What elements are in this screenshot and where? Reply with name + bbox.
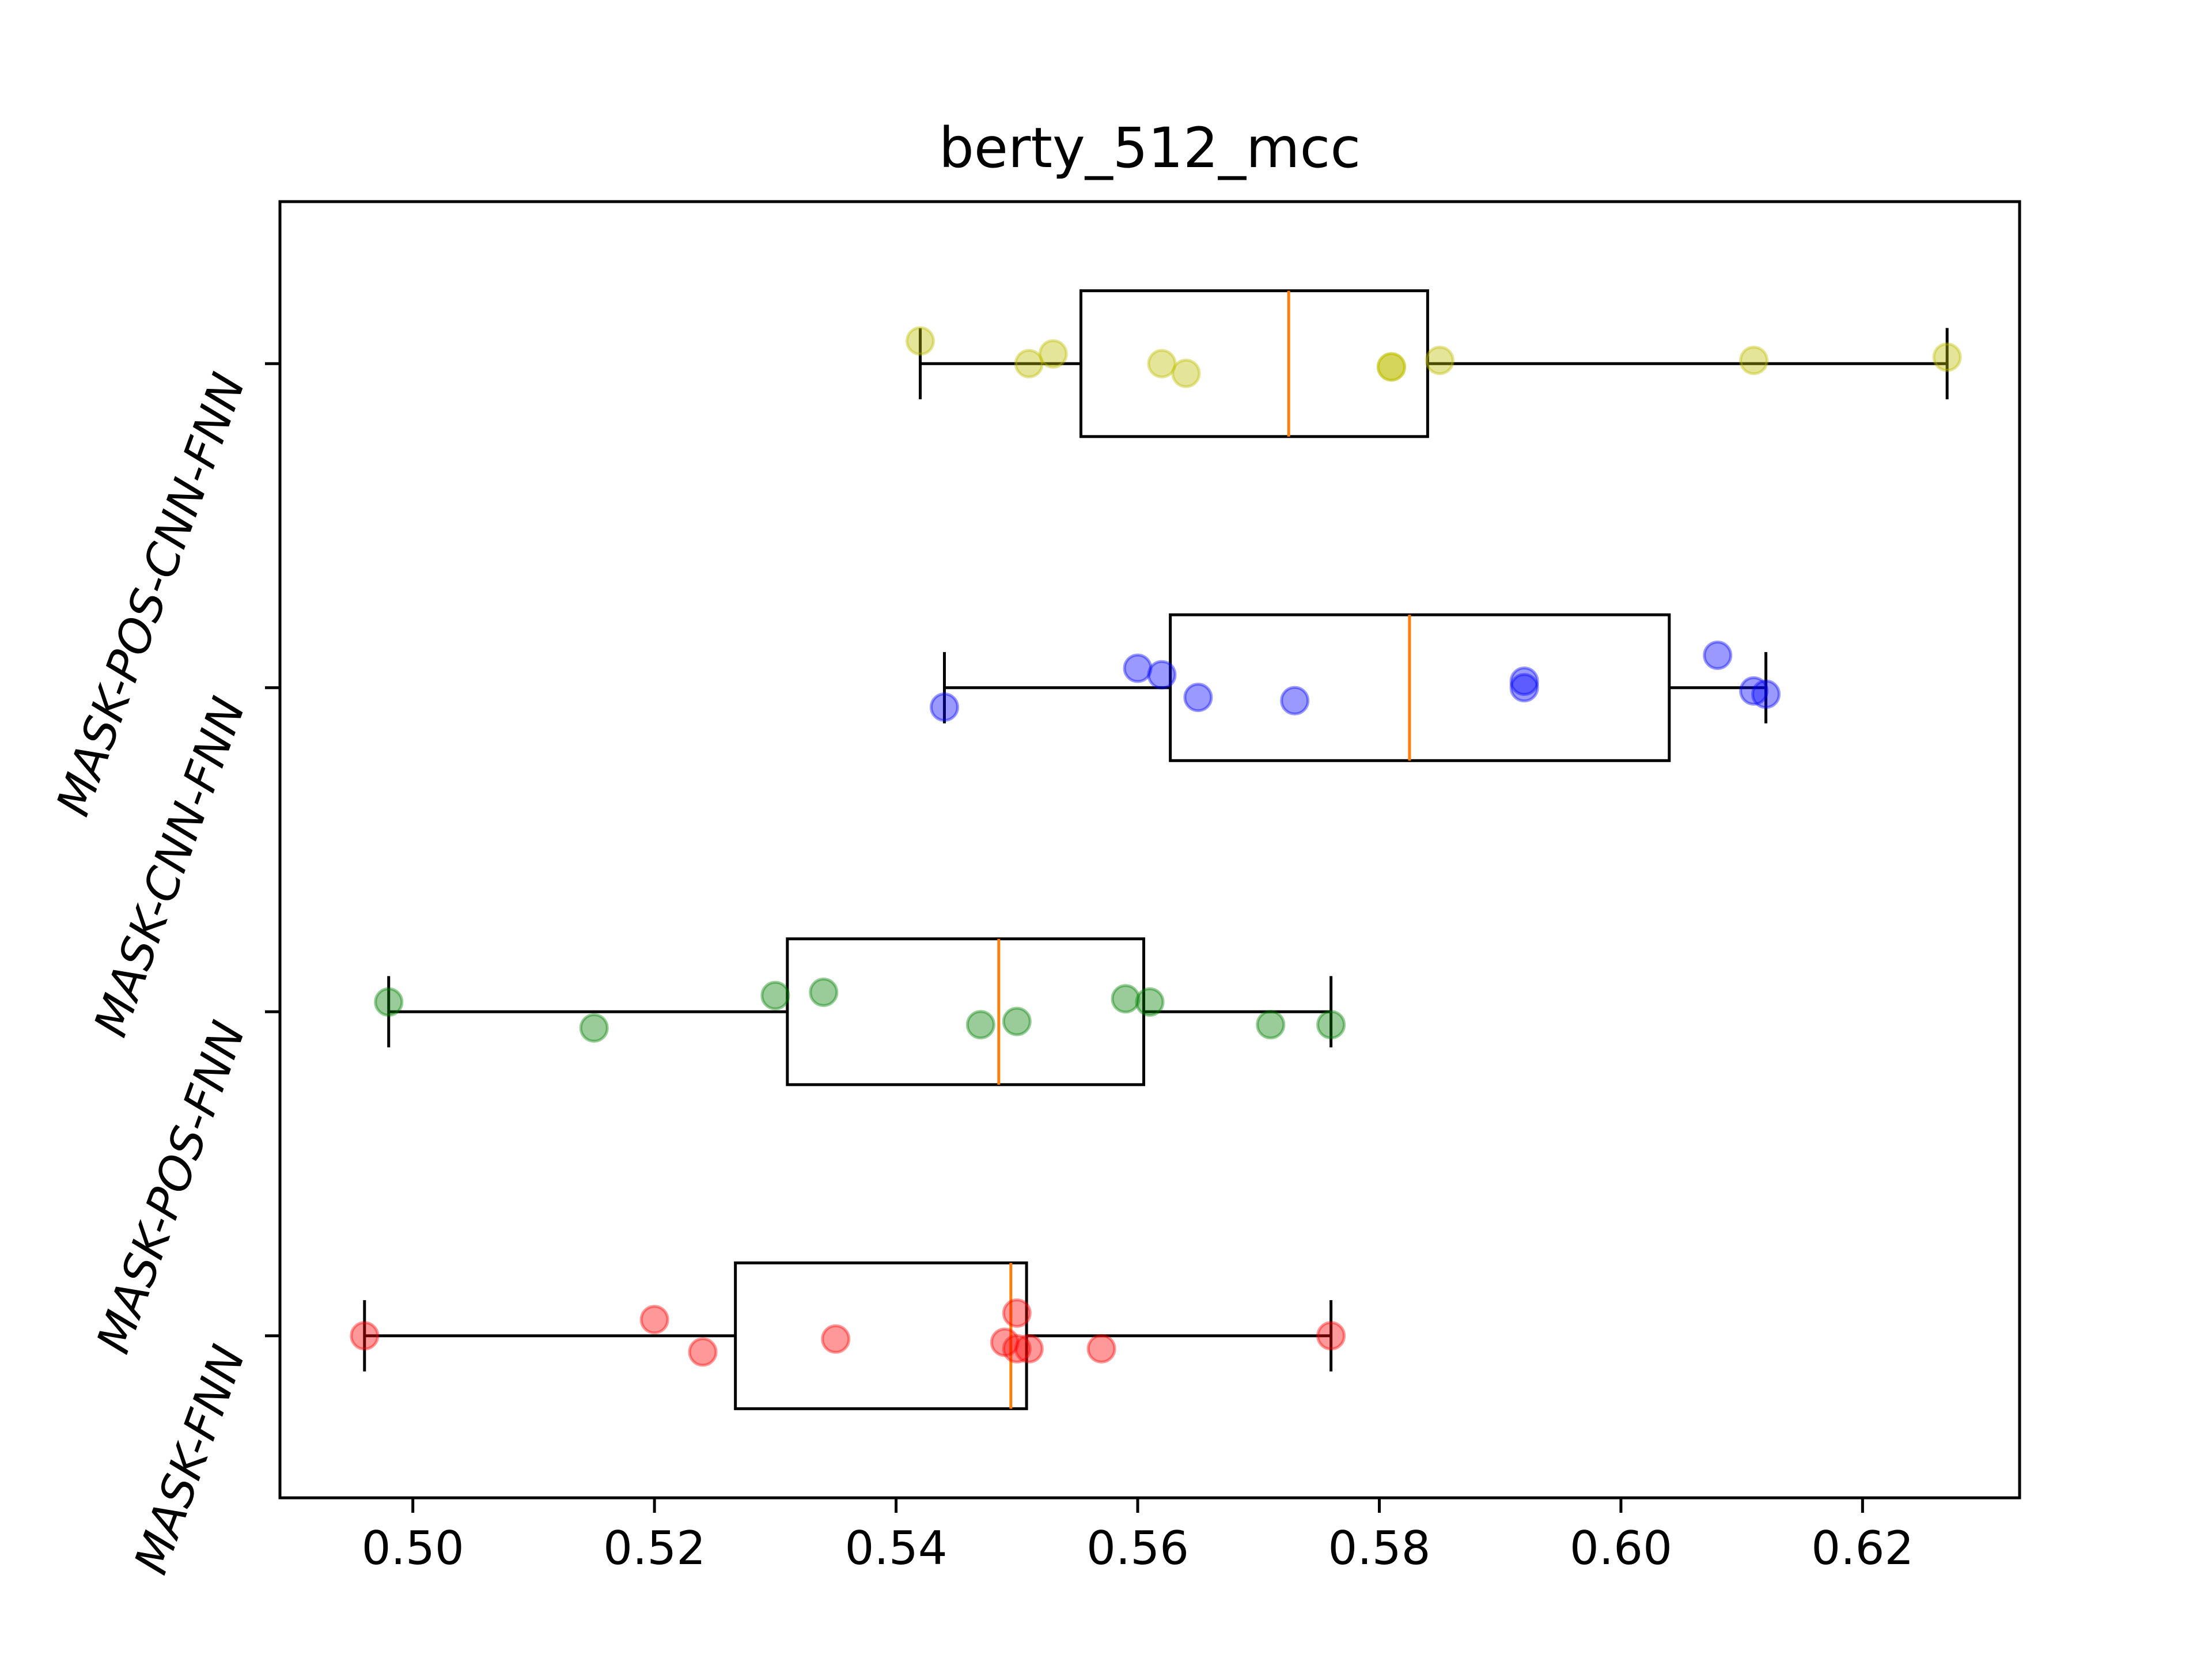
boxes-layer xyxy=(363,289,1949,1410)
data-point xyxy=(639,1305,669,1335)
data-point xyxy=(1376,352,1406,382)
data-point xyxy=(1256,1010,1286,1040)
data-point xyxy=(1739,676,1769,706)
box-iqr xyxy=(1079,289,1429,438)
data-point xyxy=(1509,673,1539,703)
data-point xyxy=(1014,349,1044,378)
x-tick-label: 0.62 xyxy=(1811,1521,1914,1575)
box-group xyxy=(919,289,1949,438)
data-point xyxy=(1376,352,1406,382)
data-point xyxy=(1135,987,1165,1017)
data-point xyxy=(1002,1006,1032,1036)
data-point xyxy=(1002,1334,1032,1364)
data-point xyxy=(1509,667,1539,696)
plot-area-frame xyxy=(278,200,2021,1500)
data-point xyxy=(1123,653,1153,683)
data-point xyxy=(1086,1334,1116,1364)
data-point xyxy=(1111,984,1141,1014)
box-iqr xyxy=(734,1261,1028,1410)
x-tick-label: 0.58 xyxy=(1328,1521,1430,1575)
data-point xyxy=(760,980,790,1010)
data-point xyxy=(374,987,404,1017)
data-point xyxy=(1147,349,1177,378)
data-point xyxy=(1739,346,1769,376)
data-point xyxy=(350,1321,380,1351)
data-point xyxy=(809,978,839,1007)
data-point xyxy=(1751,679,1781,709)
data-point xyxy=(1038,339,1068,369)
box-group xyxy=(387,937,1333,1086)
data-point xyxy=(965,1010,995,1040)
chart-title: berty_512_mcc xyxy=(939,116,1361,180)
data-point xyxy=(1002,1298,1032,1328)
box-group xyxy=(363,1261,1333,1410)
box-iqr xyxy=(786,937,1146,1086)
data-point xyxy=(990,1327,1020,1357)
data-point xyxy=(1932,342,1962,372)
data-point xyxy=(1014,1334,1044,1364)
x-tick-label: 0.52 xyxy=(603,1521,706,1575)
x-tick-label: 0.56 xyxy=(1086,1521,1189,1575)
data-point xyxy=(821,1324,851,1354)
data-point xyxy=(1183,683,1213,713)
data-point xyxy=(1703,641,1733,670)
data-point xyxy=(929,692,959,722)
box-group xyxy=(942,613,1768,762)
data-point xyxy=(906,326,935,356)
data-point xyxy=(1171,358,1201,388)
x-tick-label: 0.50 xyxy=(362,1521,464,1575)
x-axis: 0.50 0.52 0.54 0.56 0.58 0.60 0.62 xyxy=(362,1498,1914,1575)
data-point xyxy=(688,1337,718,1367)
data-point xyxy=(1316,1010,1346,1040)
data-point xyxy=(1425,346,1455,376)
data-point xyxy=(1316,1321,1346,1351)
x-tick-label: 0.60 xyxy=(1570,1521,1672,1575)
box-iqr xyxy=(1169,613,1671,762)
x-tick-label: 0.54 xyxy=(845,1521,948,1575)
data-point xyxy=(1280,686,1310,715)
data-point xyxy=(579,1013,609,1043)
points-layer xyxy=(350,326,1962,1367)
data-point xyxy=(1147,660,1177,690)
